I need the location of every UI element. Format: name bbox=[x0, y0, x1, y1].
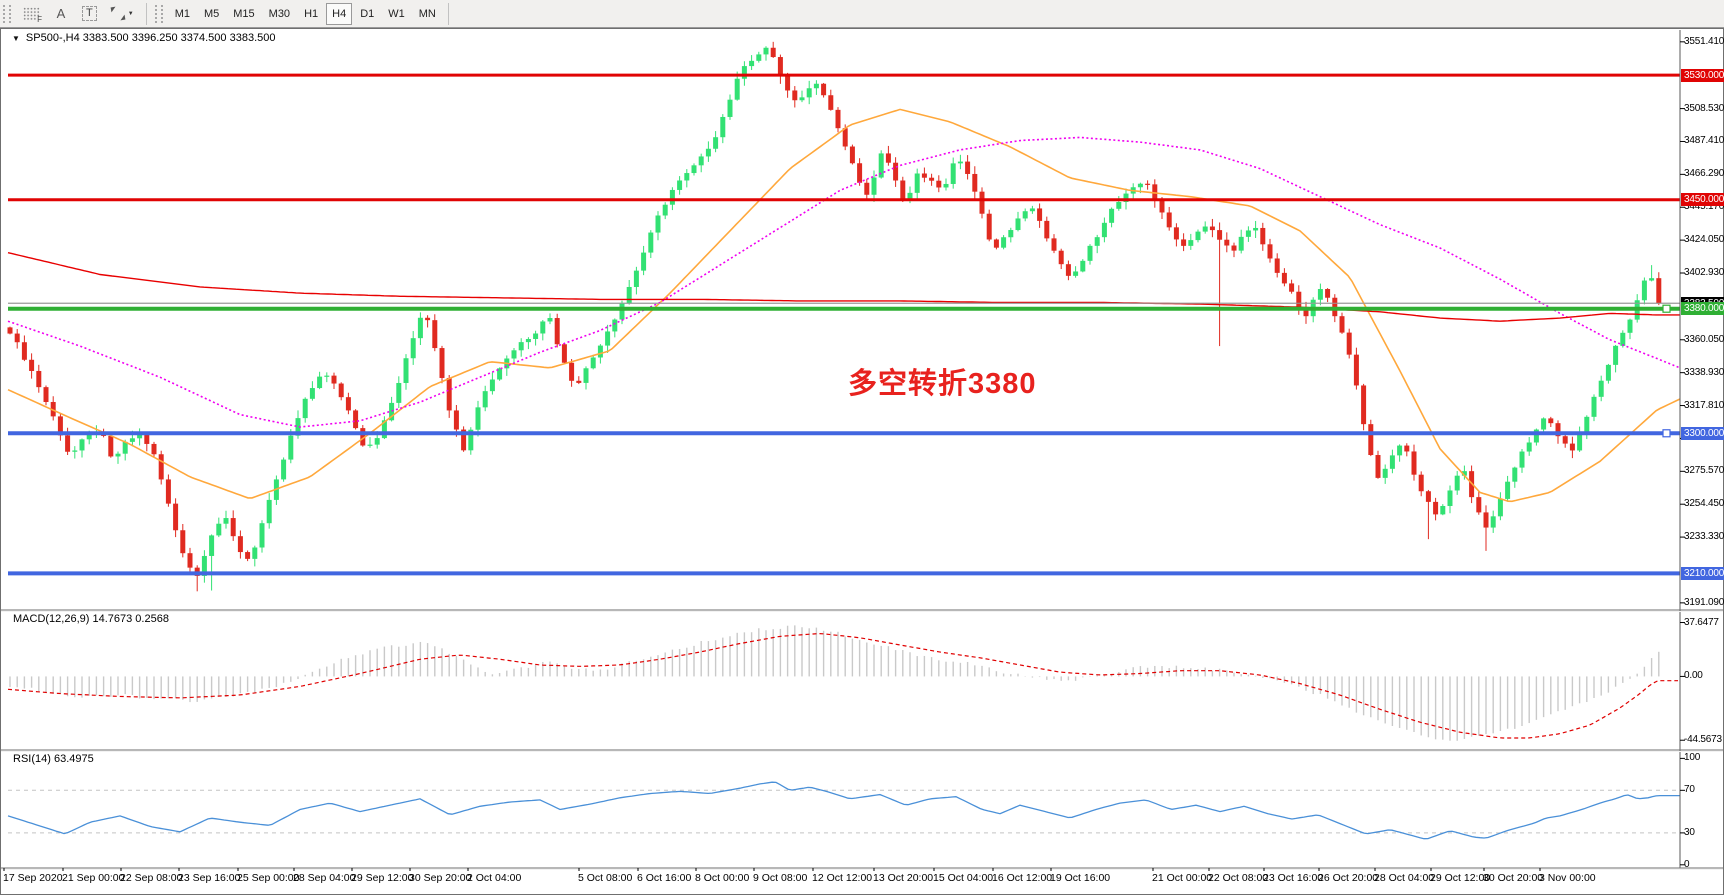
chevron-down-icon: ▼ bbox=[127, 10, 134, 17]
toolbar-separator bbox=[145, 2, 147, 25]
ma-fast-orange bbox=[7, 108, 1681, 503]
rsi-indicator-label: RSI(14) 63.4975 bbox=[13, 753, 94, 765]
diagonal-arrows-icon bbox=[110, 6, 126, 21]
chevron-down-icon[interactable]: ▼ bbox=[12, 33, 20, 43]
timeframe-m15-button[interactable]: M15 bbox=[233, 7, 255, 20]
timeframe-mn-button[interactable]: MN bbox=[418, 7, 436, 20]
ma-slow-red bbox=[7, 252, 1680, 322]
timeframe-h1-button[interactable]: H1 bbox=[304, 7, 319, 20]
macd-signal-line bbox=[7, 632, 1678, 739]
symbol-title[interactable]: ▼ SP500-,H4 3383.500 3396.250 3374.500 3… bbox=[12, 32, 275, 44]
font-tool-button[interactable]: A bbox=[48, 3, 74, 25]
text-t-icon: T bbox=[82, 6, 97, 21]
grid-f-icon: F bbox=[23, 7, 42, 24]
font-a-icon: A bbox=[56, 6, 66, 21]
chart-annotation-text[interactable]: 多空转折3380 bbox=[848, 368, 1037, 400]
line-handle bbox=[1662, 429, 1671, 438]
symbol-ohlc-text: SP500-,H4 3383.500 3396.250 3374.500 338… bbox=[25, 32, 276, 44]
timeframe-m30-button[interactable]: M30 bbox=[268, 7, 291, 20]
timeframe-h4-button[interactable]: H4 bbox=[326, 2, 353, 25]
rsi-line bbox=[7, 781, 1680, 840]
ma-mid-magenta bbox=[7, 136, 1681, 428]
toolbar-separator bbox=[447, 2, 449, 25]
timeframe-m1-button[interactable]: M1 bbox=[174, 7, 190, 20]
top-toolbar: F A T ▼ M1 M5 M15 M30 H1 H4 D1 W1 MN bbox=[0, 0, 1724, 28]
timeframe-w1-button[interactable]: W1 bbox=[388, 7, 405, 20]
macd-indicator-label: MACD(12,26,9) 14.7673 0.2568 bbox=[13, 613, 169, 625]
timeframe-m5-button[interactable]: M5 bbox=[203, 7, 220, 20]
timeframe-d1-button[interactable]: D1 bbox=[360, 7, 375, 20]
toolbar-drag-handle[interactable] bbox=[3, 4, 11, 23]
candles-layer bbox=[7, 41, 1662, 592]
chart-templates-button[interactable]: F bbox=[17, 3, 46, 25]
line-handle bbox=[1662, 304, 1671, 313]
cursor-tools-button[interactable]: ▼ bbox=[105, 3, 140, 25]
text-label-button[interactable]: T bbox=[76, 3, 103, 25]
timeframe-drag-handle[interactable] bbox=[154, 4, 163, 23]
